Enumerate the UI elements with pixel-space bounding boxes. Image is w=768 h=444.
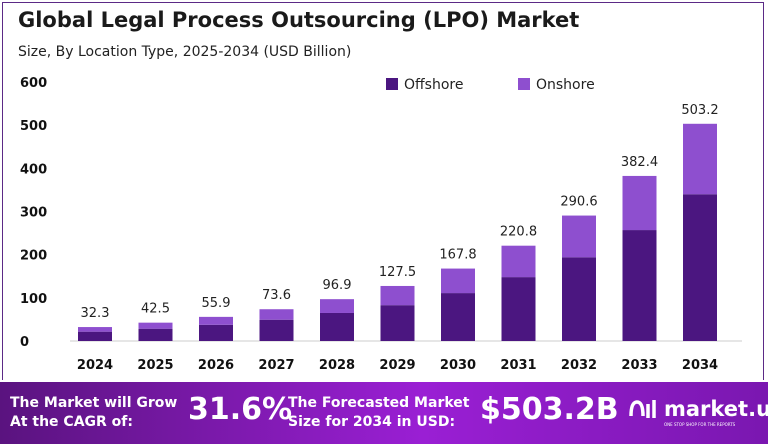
bar-onshore-2029 [380,285,415,306]
data-label-2028: 96.9 [323,278,352,293]
bar-offshore-2024 [78,331,112,341]
bar-onshore-2025 [138,322,173,329]
y-tick-label: 200 [20,249,47,264]
bar-onshore-2031 [501,245,536,278]
bar-onshore-2032 [562,215,596,258]
bar-onshore-2033 [622,175,657,231]
bar-offshore-2025 [138,328,173,341]
market-us-logo: market.us ONE STOP SHOP FOR THE REPORTS [628,396,768,427]
bar-offshore-2033 [622,230,657,341]
forecast-value: $503.2B [480,392,619,427]
bar-onshore-2027 [259,309,294,320]
bar-offshore-2029 [380,305,415,341]
data-label-2025: 42.5 [141,302,170,317]
x-tick-label: 2025 [137,358,173,373]
x-tick-label: 2031 [500,358,536,373]
x-tick-label: 2033 [621,358,657,373]
bar-offshore-2028 [320,312,354,341]
x-tick-label: 2028 [319,358,355,373]
y-tick-label: 0 [20,335,29,350]
data-label-2034: 503.2 [681,103,718,118]
chart-plot: 0 100 200 300 400 500 600 32.3 2024 42.5 2025 55.9 2… [20,76,742,373]
data-label-2024: 32.3 [81,306,110,321]
bar-offshore-2027 [259,319,294,341]
bar-offshore-2031 [501,277,536,341]
data-label-2031: 220.8 [500,225,537,240]
chart-title: Global Legal Process Outsourcing (LPO) M… [18,8,580,32]
x-tick-label: 2024 [77,358,113,373]
logo-tagline: ONE STOP SHOP FOR THE REPORTS [664,422,736,427]
chart-frame [2,2,764,380]
data-label-2033: 382.4 [621,155,658,170]
y-tick-label: 400 [20,162,47,177]
data-label-2027: 73.6 [262,288,291,303]
chart-subtitle: Size, By Location Type, 2025-2034 (USD B… [18,44,352,60]
legend-label-offshore: Offshore [404,77,463,93]
data-label-2030: 167.8 [439,248,476,263]
legend-swatch-onshore [518,78,530,90]
bar-onshore-2024 [78,327,112,332]
data-label-2032: 290.6 [560,195,597,210]
x-tick-label: 2029 [379,358,415,373]
footer-banner: The Market will Grow At the CAGR of: 31.… [0,382,768,444]
data-label-2029: 127.5 [379,265,416,280]
bar-onshore-2030 [441,268,475,294]
y-tick-label: 300 [20,206,47,221]
x-tick-label: 2027 [258,358,294,373]
x-tick-label: 2030 [440,358,476,373]
x-tick-label: 2026 [198,358,234,373]
bar-onshore-2026 [199,316,233,325]
forecast-label: The Forecasted Market Size for 2034 in U… [288,395,470,430]
y-tick-label: 100 [20,292,47,307]
legend-label-onshore: Onshore [536,77,595,93]
bar-offshore-2032 [562,257,596,341]
y-tick-label: 600 [20,76,47,91]
bar-offshore-2026 [199,324,233,341]
bar-offshore-2034 [683,194,717,341]
bar-onshore-2028 [320,299,354,313]
cagr-label: The Market will Grow At the CAGR of: [10,395,178,430]
bar-onshore-2034 [683,123,717,195]
data-label-2026: 55.9 [202,296,231,311]
bar-offshore-2030 [441,293,475,341]
x-tick-label: 2034 [682,358,718,373]
y-tick-label: 500 [20,119,47,134]
x-tick-label: 2032 [561,358,597,373]
logo-text: market.us [664,397,768,421]
logo-icon [629,400,656,418]
cagr-value: 31.6% [188,392,293,427]
legend-swatch-offshore [386,78,398,90]
